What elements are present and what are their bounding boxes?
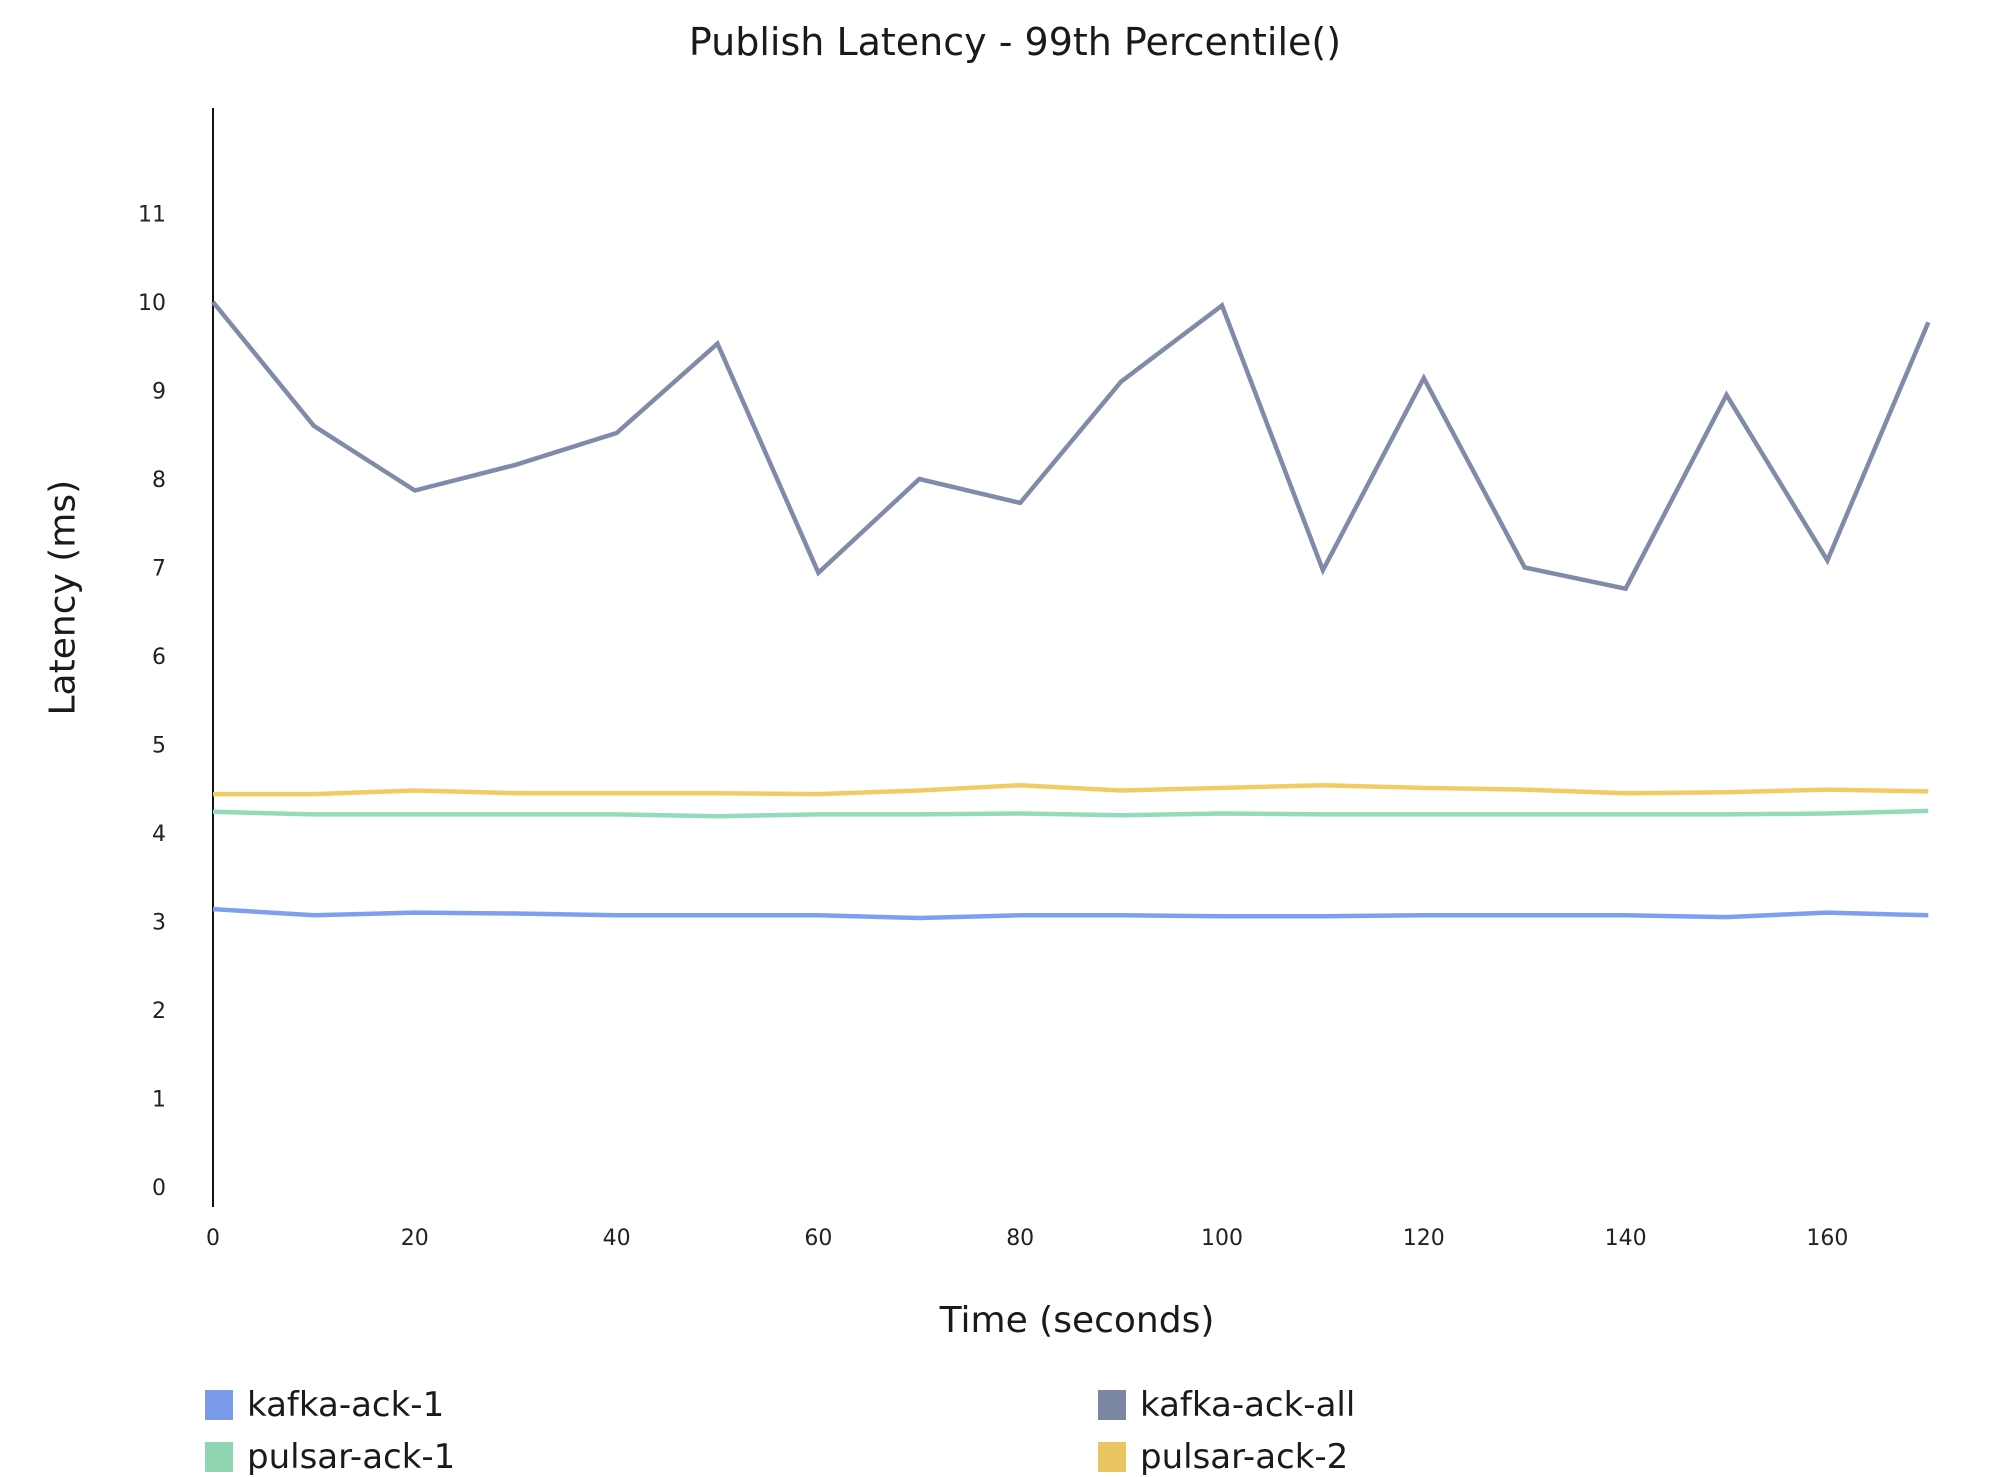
y-tick-label: 4 — [152, 822, 166, 847]
y-tick-label: 1 — [152, 1088, 166, 1113]
y-tick-label: 11 — [138, 203, 166, 228]
y-tick-label: 3 — [152, 911, 166, 936]
series-line-pulsar-ack-1 — [212, 808, 1929, 819]
series-line-pulsar-ack-2 — [213, 782, 1929, 797]
x-axis-label: Time (seconds) — [939, 1300, 1215, 1341]
x-tick-label: 60 — [804, 1226, 832, 1251]
x-tick-label: 20 — [401, 1226, 429, 1251]
legend-swatch — [205, 1442, 233, 1472]
x-tick-label: 80 — [1006, 1226, 1034, 1251]
y-tick-label: 10 — [138, 291, 166, 316]
x-tick-label: 0 — [206, 1226, 220, 1251]
x-tick-label: 100 — [1201, 1226, 1243, 1251]
legend-swatch — [1098, 1442, 1126, 1472]
y-axis-label: Latency (ms) — [42, 479, 84, 716]
y-tick-label: 8 — [152, 468, 166, 493]
legend-item-kafka-ack-1[interactable]: kafka-ack-1 — [205, 1385, 444, 1425]
chart-title: Publish Latency - 99th Percentile() — [688, 20, 1342, 64]
y-tick-label: 0 — [152, 1176, 166, 1201]
x-tick-label: 120 — [1403, 1226, 1445, 1251]
legend-swatch — [205, 1390, 233, 1420]
y-tick-label: 9 — [152, 380, 166, 405]
legend-label: pulsar-ack-2 — [1140, 1437, 1349, 1477]
x-tick-label: 40 — [603, 1226, 631, 1251]
series-line-kafka-ack-1 — [212, 906, 1929, 921]
y-tick-label: 7 — [152, 557, 166, 582]
y-tick-label: 6 — [152, 645, 166, 670]
y-tick-label: 2 — [152, 999, 166, 1024]
legend-item-kafka-ack-all[interactable]: kafka-ack-all — [1098, 1385, 1355, 1425]
x-tick-label: 140 — [1605, 1226, 1647, 1251]
legend-label: pulsar-ack-1 — [247, 1437, 456, 1477]
legend-item-pulsar-ack-2[interactable]: pulsar-ack-2 — [1098, 1437, 1348, 1477]
y-tick-label: 5 — [152, 734, 166, 759]
legend-item-pulsar-ack-1[interactable]: pulsar-ack-1 — [205, 1437, 455, 1477]
series-line-kafka-ack-all — [211, 300, 1931, 592]
legend-label: kafka-ack-1 — [247, 1385, 445, 1425]
x-tick-label: 160 — [1806, 1226, 1848, 1251]
legend-swatch — [1098, 1390, 1126, 1420]
legend-label: kafka-ack-all — [1140, 1385, 1356, 1425]
